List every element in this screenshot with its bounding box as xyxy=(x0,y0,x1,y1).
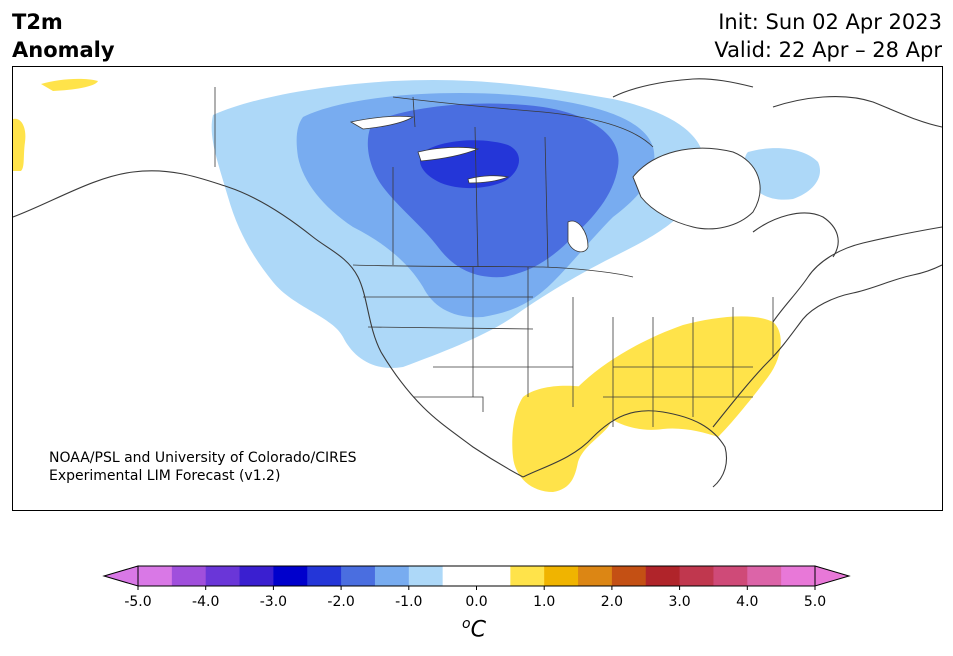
colorbar-swatch xyxy=(578,566,613,586)
colorbar-swatch xyxy=(747,566,782,586)
colorbar-swatch xyxy=(408,566,444,586)
title-anomaly: Anomaly xyxy=(12,38,115,62)
colorbar-tick-label: 4.0 xyxy=(736,594,758,610)
init-date: Init: Sun 02 Apr 2023 xyxy=(718,10,942,34)
credit-line-2: Experimental LIM Forecast (v1.2) xyxy=(49,468,281,484)
colorbar-over-arrow xyxy=(814,565,851,587)
colorbar-tick-label: 3.0 xyxy=(668,594,690,610)
anomaly-map xyxy=(12,66,943,511)
colorbar-tick-label: -2.0 xyxy=(327,594,354,610)
colorbar-swatch xyxy=(239,566,274,586)
colorbar-swatch xyxy=(781,566,816,586)
warm-anomaly-east xyxy=(578,316,781,437)
lake-athabasca xyxy=(349,115,415,130)
colorbar-swatch xyxy=(442,566,477,586)
colorbar-swatch xyxy=(307,566,342,586)
colorbar-swatch xyxy=(171,566,207,586)
colorbar-swatch xyxy=(205,566,241,586)
colorbar-tick-label: 0.0 xyxy=(465,594,487,610)
colorbar-swatch xyxy=(679,566,714,586)
warm-anomaly-texas xyxy=(512,385,615,492)
colorbar-tick-label: -1.0 xyxy=(395,594,422,610)
cold-anomaly-strong xyxy=(367,103,619,278)
colorbar-swatch xyxy=(510,566,545,586)
coastlines xyxy=(13,78,942,488)
colorbar-swatch xyxy=(645,566,681,586)
colorbar-swatch xyxy=(273,566,308,586)
colorbar-tick-label: 1.0 xyxy=(533,594,555,610)
credit-text: NOAA/PSL and University of Colorado/CIRE… xyxy=(49,449,357,485)
map-title: T2m Anomaly xyxy=(12,8,115,64)
colorbar-under-arrow xyxy=(102,565,139,587)
lake-winnipeg xyxy=(567,220,589,253)
warm-anomaly-alaska-2 xyxy=(13,118,26,171)
degree-symbol: o xyxy=(462,616,471,632)
colorbar-swatch xyxy=(138,566,173,586)
colorbar-swatch xyxy=(476,566,511,586)
unit-celsius: C xyxy=(470,617,486,643)
colorbar-tick-label: -4.0 xyxy=(192,594,219,610)
colorbar-unit: oC xyxy=(462,616,486,642)
colorbar-swatch xyxy=(713,566,748,586)
cold-anomaly-light-east xyxy=(744,148,821,200)
colorbar-swatch xyxy=(544,566,579,586)
warm-anomaly-alaska-1 xyxy=(41,78,98,91)
valid-date: Valid: 22 Apr – 28 Apr xyxy=(714,38,942,62)
lake-great-slave xyxy=(417,146,480,162)
title-variable: T2m xyxy=(12,10,63,34)
credit-line-1: NOAA/PSL and University of Colorado/CIRE… xyxy=(49,450,357,466)
colorbar-tick-label: -3.0 xyxy=(260,594,287,610)
colorbar-tick-label: 5.0 xyxy=(804,594,826,610)
hudson-bay xyxy=(632,147,761,230)
colorbar-swatch xyxy=(611,566,647,586)
colorbar-swatch xyxy=(341,566,376,586)
lake-reindeer xyxy=(467,175,510,184)
forecast-dates: Init: Sun 02 Apr 2023 Valid: 22 Apr – 28… xyxy=(714,8,942,64)
colorbar-tick-label: 2.0 xyxy=(601,594,623,610)
colorbar-swatch xyxy=(374,566,410,586)
colorbar-tick-label: -5.0 xyxy=(124,594,151,610)
map-svg xyxy=(13,78,942,492)
political-borders xyxy=(214,87,774,427)
